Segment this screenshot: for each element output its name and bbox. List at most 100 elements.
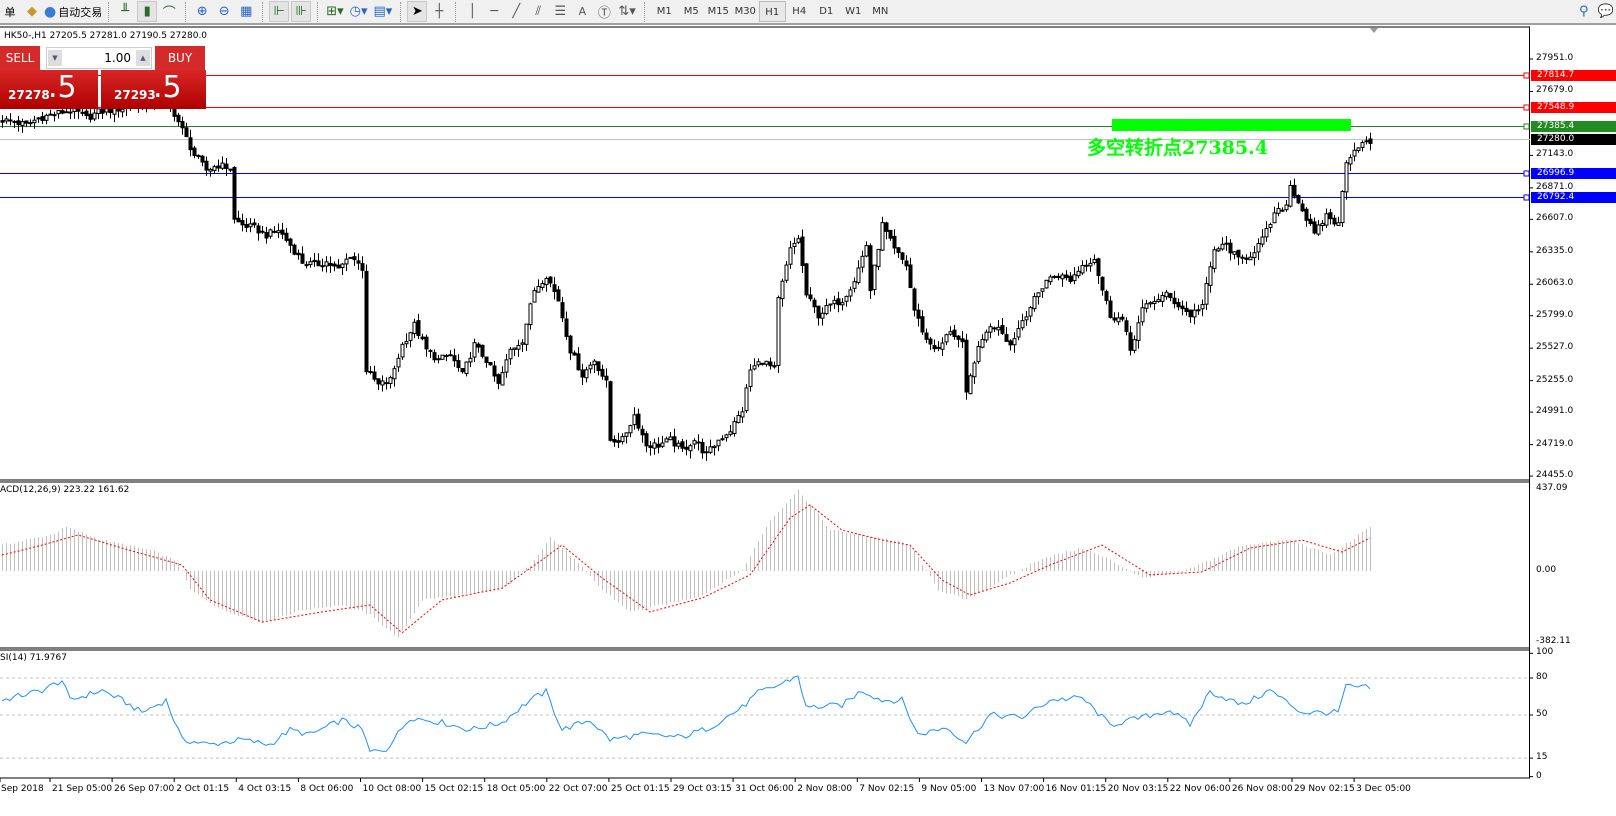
candle — [1068, 275, 1073, 283]
candle — [1184, 307, 1189, 312]
time-axis-label: 7 Nov 02:15 — [859, 784, 915, 794]
candle — [1176, 301, 1181, 308]
period-m15[interactable]: M15 — [707, 6, 729, 17]
bar-chart-icon[interactable]: ╨ — [121, 4, 130, 19]
arrows-icon[interactable]: ⇅▾ — [618, 4, 636, 19]
text-label-icon[interactable]: Ⓣ — [597, 6, 611, 21]
vertical-line-icon[interactable]: │ — [468, 4, 477, 19]
equidistant-channel-icon[interactable]: ⫽ — [535, 4, 542, 19]
candle — [940, 342, 945, 350]
indicators-icon[interactable]: ⊞▾ — [326, 4, 344, 19]
rsi-axis-label: 100 — [1536, 647, 1554, 658]
period-m5[interactable]: M5 — [683, 6, 699, 17]
candle — [452, 355, 457, 362]
search-icon[interactable]: ⚲ — [1579, 4, 1589, 19]
price-axis-label: 24719.0 — [1536, 438, 1574, 449]
period-d1[interactable]: D1 — [819, 6, 834, 17]
period-h4[interactable]: H4 — [792, 6, 807, 17]
candle — [104, 108, 109, 113]
chart-shift-icon[interactable]: ⊩ — [269, 1, 290, 22]
candle — [300, 253, 305, 264]
lot-increase-button[interactable]: ▲ — [136, 50, 150, 66]
candle — [564, 318, 569, 337]
buy-price-button[interactable]: 27293 .5 — [101, 70, 206, 109]
level-handle — [1523, 123, 1530, 130]
rsi-axis-label: 50 — [1536, 708, 1548, 719]
period-m1[interactable]: M1 — [656, 6, 672, 17]
crosshair-icon[interactable]: ┼ — [435, 4, 444, 19]
candle — [1292, 184, 1297, 197]
candle — [212, 166, 217, 171]
candle — [596, 361, 601, 372]
candle — [28, 122, 33, 125]
lot-decrease-button[interactable]: ▼ — [48, 50, 62, 66]
autoscroll-icon[interactable]: ⊪ — [291, 1, 312, 22]
candlestick-chart-icon[interactable]: ▮ — [137, 1, 158, 22]
line-chart-icon[interactable]: ⌒ — [162, 6, 176, 21]
candle — [368, 371, 373, 374]
candle — [844, 295, 849, 302]
candle — [944, 334, 949, 343]
candle — [384, 382, 389, 385]
candle — [1124, 320, 1129, 332]
sell-price-button[interactable]: 27278 .5 — [0, 70, 98, 109]
fibonacci-icon[interactable]: ☰ — [554, 4, 567, 19]
candle — [1072, 274, 1077, 282]
period-w1[interactable]: W1 — [845, 6, 862, 17]
candle — [728, 431, 733, 435]
candle — [1256, 242, 1261, 253]
cursor-icon[interactable]: ➤ — [407, 1, 428, 22]
candle — [1004, 334, 1009, 342]
auto-trading-button[interactable]: ● 自动交易 — [44, 4, 102, 20]
text-tool[interactable]: A — [578, 5, 587, 18]
buy-button[interactable]: BUY — [155, 46, 205, 70]
period-h1[interactable]: H1 — [758, 1, 786, 22]
market-watch-icon[interactable]: ◆ — [27, 4, 37, 19]
tile-windows-icon[interactable]: ▦ — [240, 4, 253, 19]
candle — [396, 357, 401, 368]
periods-clock-icon[interactable]: ◷▾ — [349, 4, 368, 19]
zoom-in-icon[interactable]: ⊕ — [196, 4, 208, 19]
period-mn[interactable]: MN — [872, 6, 889, 17]
candle — [1096, 258, 1101, 277]
candle — [632, 414, 637, 426]
trendline-icon[interactable]: ╱ — [512, 4, 521, 19]
zoom-out-icon[interactable]: ⊖ — [218, 4, 230, 19]
candle — [864, 245, 869, 257]
candle — [1076, 270, 1081, 277]
candle — [884, 222, 889, 232]
candle — [744, 387, 749, 412]
candle — [1300, 203, 1305, 212]
candle — [856, 267, 861, 283]
period-m30[interactable]: M30 — [734, 6, 756, 17]
candle — [828, 303, 833, 306]
candle — [800, 236, 805, 267]
horizontal-line-icon[interactable]: ─ — [490, 4, 499, 19]
candle — [852, 281, 857, 289]
buy-price-small: 27293 — [114, 88, 156, 102]
candle — [600, 368, 605, 377]
candle — [1276, 208, 1281, 214]
candle — [1084, 264, 1089, 267]
candle — [912, 288, 917, 311]
time-axis-label: 21 Sep 05:00 — [52, 784, 113, 794]
templates-icon[interactable]: ▤▾ — [373, 4, 393, 19]
candle — [516, 344, 521, 350]
time-axis-label: 13 Nov 07:00 — [983, 784, 1045, 794]
period-selector: M1 M5 M15 M30 H1 H4 D1 W1 MN — [651, 1, 894, 22]
chat-icon[interactable]: 💬 — [1597, 4, 1614, 19]
candle — [364, 270, 369, 373]
candle — [1136, 322, 1141, 341]
candle — [648, 445, 653, 448]
buy-price-large: .5 — [153, 70, 182, 105]
sell-button[interactable]: SELL — [0, 46, 40, 70]
candle — [208, 168, 213, 172]
price-axis-label: 25799.0 — [1536, 309, 1574, 320]
candle — [636, 413, 641, 429]
candle — [580, 369, 585, 378]
candle — [1196, 309, 1201, 312]
candle — [272, 230, 277, 233]
chart-window[interactable] — [0, 27, 1530, 778]
lot-size-input[interactable]: 1.00 — [46, 47, 152, 69]
